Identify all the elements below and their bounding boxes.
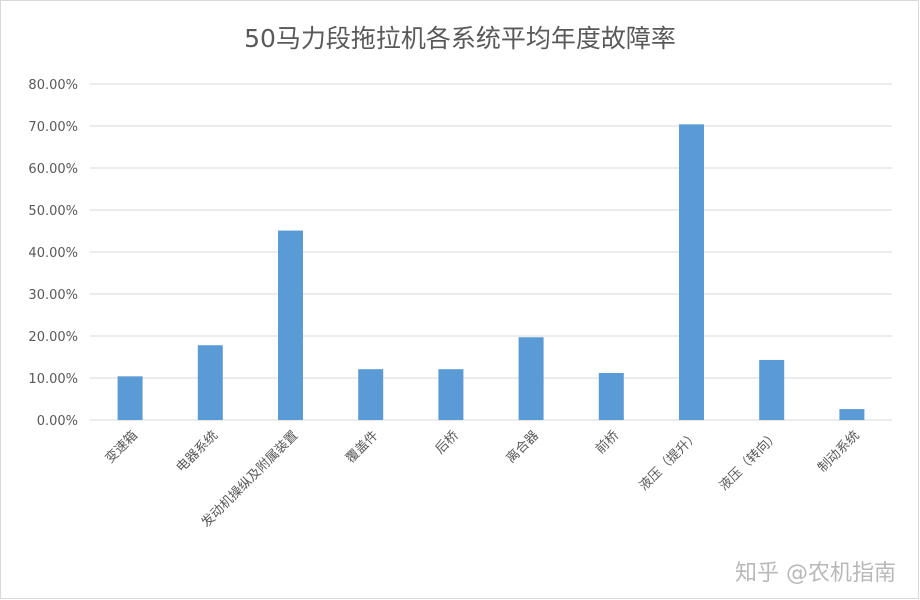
x-tick-label: 液压（转向） [716, 428, 782, 494]
x-tick-label: 覆盖件 [343, 428, 381, 466]
y-tick-label: 20.00% [28, 330, 78, 345]
bar [518, 337, 544, 420]
x-tick-label: 液压（提升） [636, 428, 702, 494]
x-tick-label: 后桥 [433, 428, 462, 457]
bar [278, 230, 303, 420]
x-tick-label: 前桥 [592, 428, 622, 458]
y-tick-label: 10.00% [28, 372, 78, 387]
bars [117, 124, 865, 420]
bar [197, 345, 223, 420]
y-axis-ticks: 0.00% 10.00% 20.00% 30.00% 40.00% 50.00% 60.00… [28, 78, 78, 429]
bar [679, 124, 704, 420]
y-tick-label: 80.00% [28, 78, 78, 93]
bar [839, 409, 865, 420]
y-tick-label: 50.00% [28, 204, 78, 219]
gridlines [90, 83, 892, 421]
watermark: 知乎 @农机指南 [735, 561, 896, 586]
y-tick-label: 60.00% [28, 162, 78, 177]
y-tick-label: 30.00% [28, 288, 78, 303]
y-tick-label: 0.00% [37, 414, 78, 429]
bar [358, 369, 384, 420]
x-tick-label: 离合器 [503, 428, 542, 467]
x-tick-label: 制动系统 [815, 428, 862, 475]
chart-title: 50马力段拖拉机各系统平均年度故障率 [244, 24, 676, 53]
bar [438, 369, 464, 420]
x-tick-label: 变速箱 [102, 428, 141, 467]
y-tick-label: 40.00% [28, 246, 78, 261]
y-tick-label: 70.00% [28, 120, 78, 135]
bar [598, 372, 624, 420]
bar [759, 359, 785, 420]
bar [117, 376, 143, 420]
x-tick-label: 电器系统 [174, 428, 221, 475]
